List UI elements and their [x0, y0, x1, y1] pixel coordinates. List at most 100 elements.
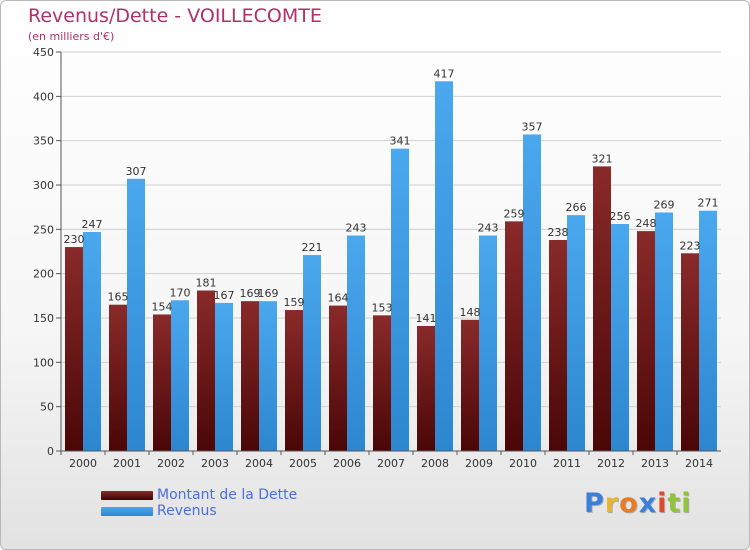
logo-letter: x: [638, 488, 658, 519]
logo-letter: t: [667, 488, 682, 519]
y-tick-label: 300: [33, 179, 54, 192]
logo-letter: i: [657, 488, 668, 519]
logo-letter: P: [584, 488, 605, 519]
bar-revenus-2012: [611, 224, 629, 451]
bar-revenus-2013: [655, 212, 673, 451]
x-tick-label: 2011: [553, 457, 581, 470]
bar-dette-2012: [593, 166, 611, 451]
data-label-dette-2005: 159: [284, 296, 305, 309]
logo-letter: o: [619, 488, 639, 519]
x-tick-label: 2009: [465, 457, 493, 470]
data-label-dette-2001: 165: [108, 291, 129, 304]
data-label-revenus-2003: 167: [214, 289, 235, 302]
legend-label-dette: Montant de la Dette: [157, 487, 298, 503]
bar-dette-2002: [153, 314, 171, 451]
data-label-dette-2004: 169: [240, 287, 261, 300]
legend-swatch-dette: [101, 490, 153, 500]
bar-dette-2013: [637, 231, 655, 451]
y-tick-label: 100: [33, 356, 54, 369]
y-tick-label: 150: [33, 312, 54, 325]
y-tick-label: 0: [47, 445, 54, 458]
data-label-revenus-2005: 221: [302, 241, 323, 254]
data-label-dette-2002: 154: [152, 300, 173, 313]
bar-revenus-2014: [699, 210, 717, 451]
data-label-dette-2014: 223: [680, 239, 701, 252]
x-tick-label: 2002: [157, 457, 185, 470]
data-label-dette-2010: 259: [504, 207, 525, 220]
data-label-dette-2011: 238: [548, 226, 569, 239]
x-tick-label: 2005: [289, 457, 317, 470]
data-label-revenus-2001: 307: [126, 165, 147, 178]
y-tick-label: 200: [33, 268, 54, 281]
bar-dette-2007: [373, 315, 391, 451]
logo-letter: r: [604, 488, 620, 519]
y-tick-label: 450: [33, 46, 54, 59]
bar-revenus-2010: [523, 134, 541, 451]
data-label-revenus-2007: 341: [390, 135, 411, 148]
x-tick-label: 2014: [685, 457, 713, 470]
bar-dette-2011: [549, 239, 567, 451]
data-label-revenus-2006: 243: [346, 222, 367, 235]
data-label-dette-2012: 321: [592, 152, 613, 165]
bar-dette-2014: [681, 253, 699, 451]
data-label-dette-2009: 148: [460, 306, 481, 319]
x-tick-label: 2007: [377, 457, 405, 470]
x-tick-label: 2013: [641, 457, 669, 470]
x-tick-label: 2008: [421, 457, 449, 470]
legend-item-revenus: Revenus: [101, 503, 297, 519]
bar-dette-2004: [241, 301, 259, 451]
legend-label-revenus: Revenus: [157, 503, 217, 519]
data-label-dette-2013: 248: [636, 217, 657, 230]
proxiti-logo: Proxiti: [584, 488, 692, 519]
bar-revenus-2005: [303, 255, 321, 451]
data-label-dette-2003: 181: [196, 277, 217, 290]
bar-dette-2006: [329, 305, 347, 451]
bar-revenus-2004: [259, 301, 277, 451]
bar-dette-2008: [417, 325, 435, 451]
legend-swatch-revenus: [101, 506, 153, 516]
x-tick-label: 2006: [333, 457, 361, 470]
bar-revenus-2009: [479, 235, 497, 451]
bar-revenus-2003: [215, 302, 233, 451]
data-label-revenus-2004: 169: [258, 287, 279, 300]
legend: Montant de la Dette Revenus: [101, 487, 297, 519]
data-label-dette-2006: 164: [328, 292, 349, 305]
bar-dette-2003: [197, 290, 215, 451]
bar-dette-2000: [65, 247, 83, 451]
x-tick-label: 2001: [113, 457, 141, 470]
bar-dette-2005: [285, 310, 303, 451]
data-label-revenus-2002: 170: [170, 286, 191, 299]
y-tick-label: 250: [33, 223, 54, 236]
bar-dette-2001: [109, 304, 127, 451]
data-label-dette-2008: 141: [416, 312, 437, 325]
x-tick-label: 2010: [509, 457, 537, 470]
x-tick-label: 2012: [597, 457, 625, 470]
bar-revenus-2002: [171, 300, 189, 451]
bar-revenus-2001: [127, 178, 145, 451]
x-tick-label: 2004: [245, 457, 273, 470]
bar-revenus-2007: [391, 148, 409, 451]
bar-dette-2009: [461, 319, 479, 451]
data-label-revenus-2014: 271: [698, 197, 719, 210]
data-label-revenus-2012: 256: [610, 210, 631, 223]
data-label-dette-2000: 230: [64, 233, 85, 246]
data-label-revenus-2013: 269: [654, 198, 675, 211]
bar-revenus-2000: [83, 231, 101, 451]
data-label-revenus-2008: 417: [434, 67, 455, 80]
y-tick-label: 400: [33, 90, 54, 103]
logo-letter: i: [681, 488, 692, 519]
data-label-revenus-2011: 266: [566, 201, 587, 214]
data-label-revenus-2009: 243: [478, 222, 499, 235]
chart-subtitle: (en milliers d'€): [28, 30, 115, 43]
x-tick-label: 2000: [69, 457, 97, 470]
bar-revenus-2008: [435, 81, 453, 451]
bar-revenus-2006: [347, 235, 365, 451]
data-label-dette-2007: 153: [372, 301, 393, 314]
bar-revenus-2011: [567, 215, 585, 451]
legend-item-dette: Montant de la Dette: [101, 487, 297, 503]
y-tick-label: 50: [40, 401, 54, 414]
bar-dette-2010: [505, 221, 523, 451]
y-tick-label: 350: [33, 135, 54, 148]
